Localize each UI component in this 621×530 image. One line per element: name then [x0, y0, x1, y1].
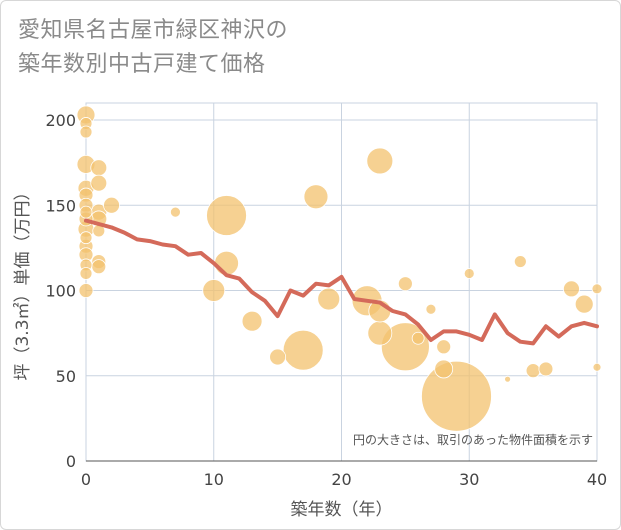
x-tick-label: 30 [459, 470, 479, 489]
bubble-point [434, 359, 454, 379]
bubble-point [214, 250, 239, 276]
bubble-point [574, 294, 594, 314]
bubble-point [504, 375, 511, 383]
bubble-point [78, 283, 94, 298]
bubble-point [91, 259, 107, 275]
bubble-point [79, 231, 93, 245]
bubble-point [170, 206, 181, 218]
x-tick-label: 40 [587, 470, 607, 489]
grid-lines [85, 102, 598, 462]
y-tick-label: 100 [45, 282, 76, 301]
bubble-point [202, 279, 226, 302]
bubble-point [397, 276, 413, 292]
bubble-point [367, 320, 393, 346]
bubble-point [411, 331, 425, 345]
bubble-point [303, 184, 329, 210]
bubble-point [206, 195, 247, 236]
bubble-point [282, 329, 324, 371]
trend-line-group [84, 218, 599, 346]
bubble-point [425, 303, 437, 315]
bubble-point [269, 348, 287, 366]
x-tick-label: 0 [81, 470, 91, 489]
bubble-point [592, 362, 602, 372]
bubble-point [513, 255, 527, 268]
chart-title-line-2: 築年数別中古戸建て価格 [18, 52, 266, 77]
chart-title-line-1: 愛知県名古屋市緑区神沢の [18, 18, 289, 43]
bubble-point [436, 339, 452, 355]
bubble-point [591, 283, 603, 295]
bubble-point [563, 280, 580, 298]
average-price-line [84, 218, 599, 346]
y-tick-label: 50 [56, 367, 76, 386]
bubble-point [79, 205, 93, 219]
y-tick-label: 200 [45, 111, 76, 130]
y-tick-label: 150 [45, 196, 76, 215]
bubble-point [463, 268, 475, 279]
chart-title: 愛知県名古屋市緑区神沢の 築年数別中古戸建て価格 [18, 14, 288, 82]
bubble-point [90, 174, 108, 192]
bubble-point [79, 125, 93, 139]
x-axis-label: 築年数（年） [291, 500, 393, 520]
bubble-point [421, 360, 492, 432]
x-tick-label: 20 [331, 470, 351, 489]
bubble-point [103, 196, 120, 214]
bubble-point [525, 363, 541, 379]
y-axis-label: 坪（3.3㎡）単価（万円） [13, 183, 33, 380]
bubble-point [241, 310, 263, 332]
bubble-point [366, 147, 394, 175]
size-annotation: 円の大きさは、取引のあった物件面積を示す [353, 432, 593, 447]
bubble-point [317, 287, 341, 311]
y-tick-label: 0 [66, 452, 76, 471]
bubble-point [90, 159, 108, 177]
axes: 0 50 100 150 200 0 10 20 30 40 [45, 111, 607, 489]
x-tick-label: 10 [204, 470, 224, 489]
bubble-series [76, 105, 603, 432]
bubble-point [538, 361, 554, 377]
bubble-point [79, 267, 93, 280]
